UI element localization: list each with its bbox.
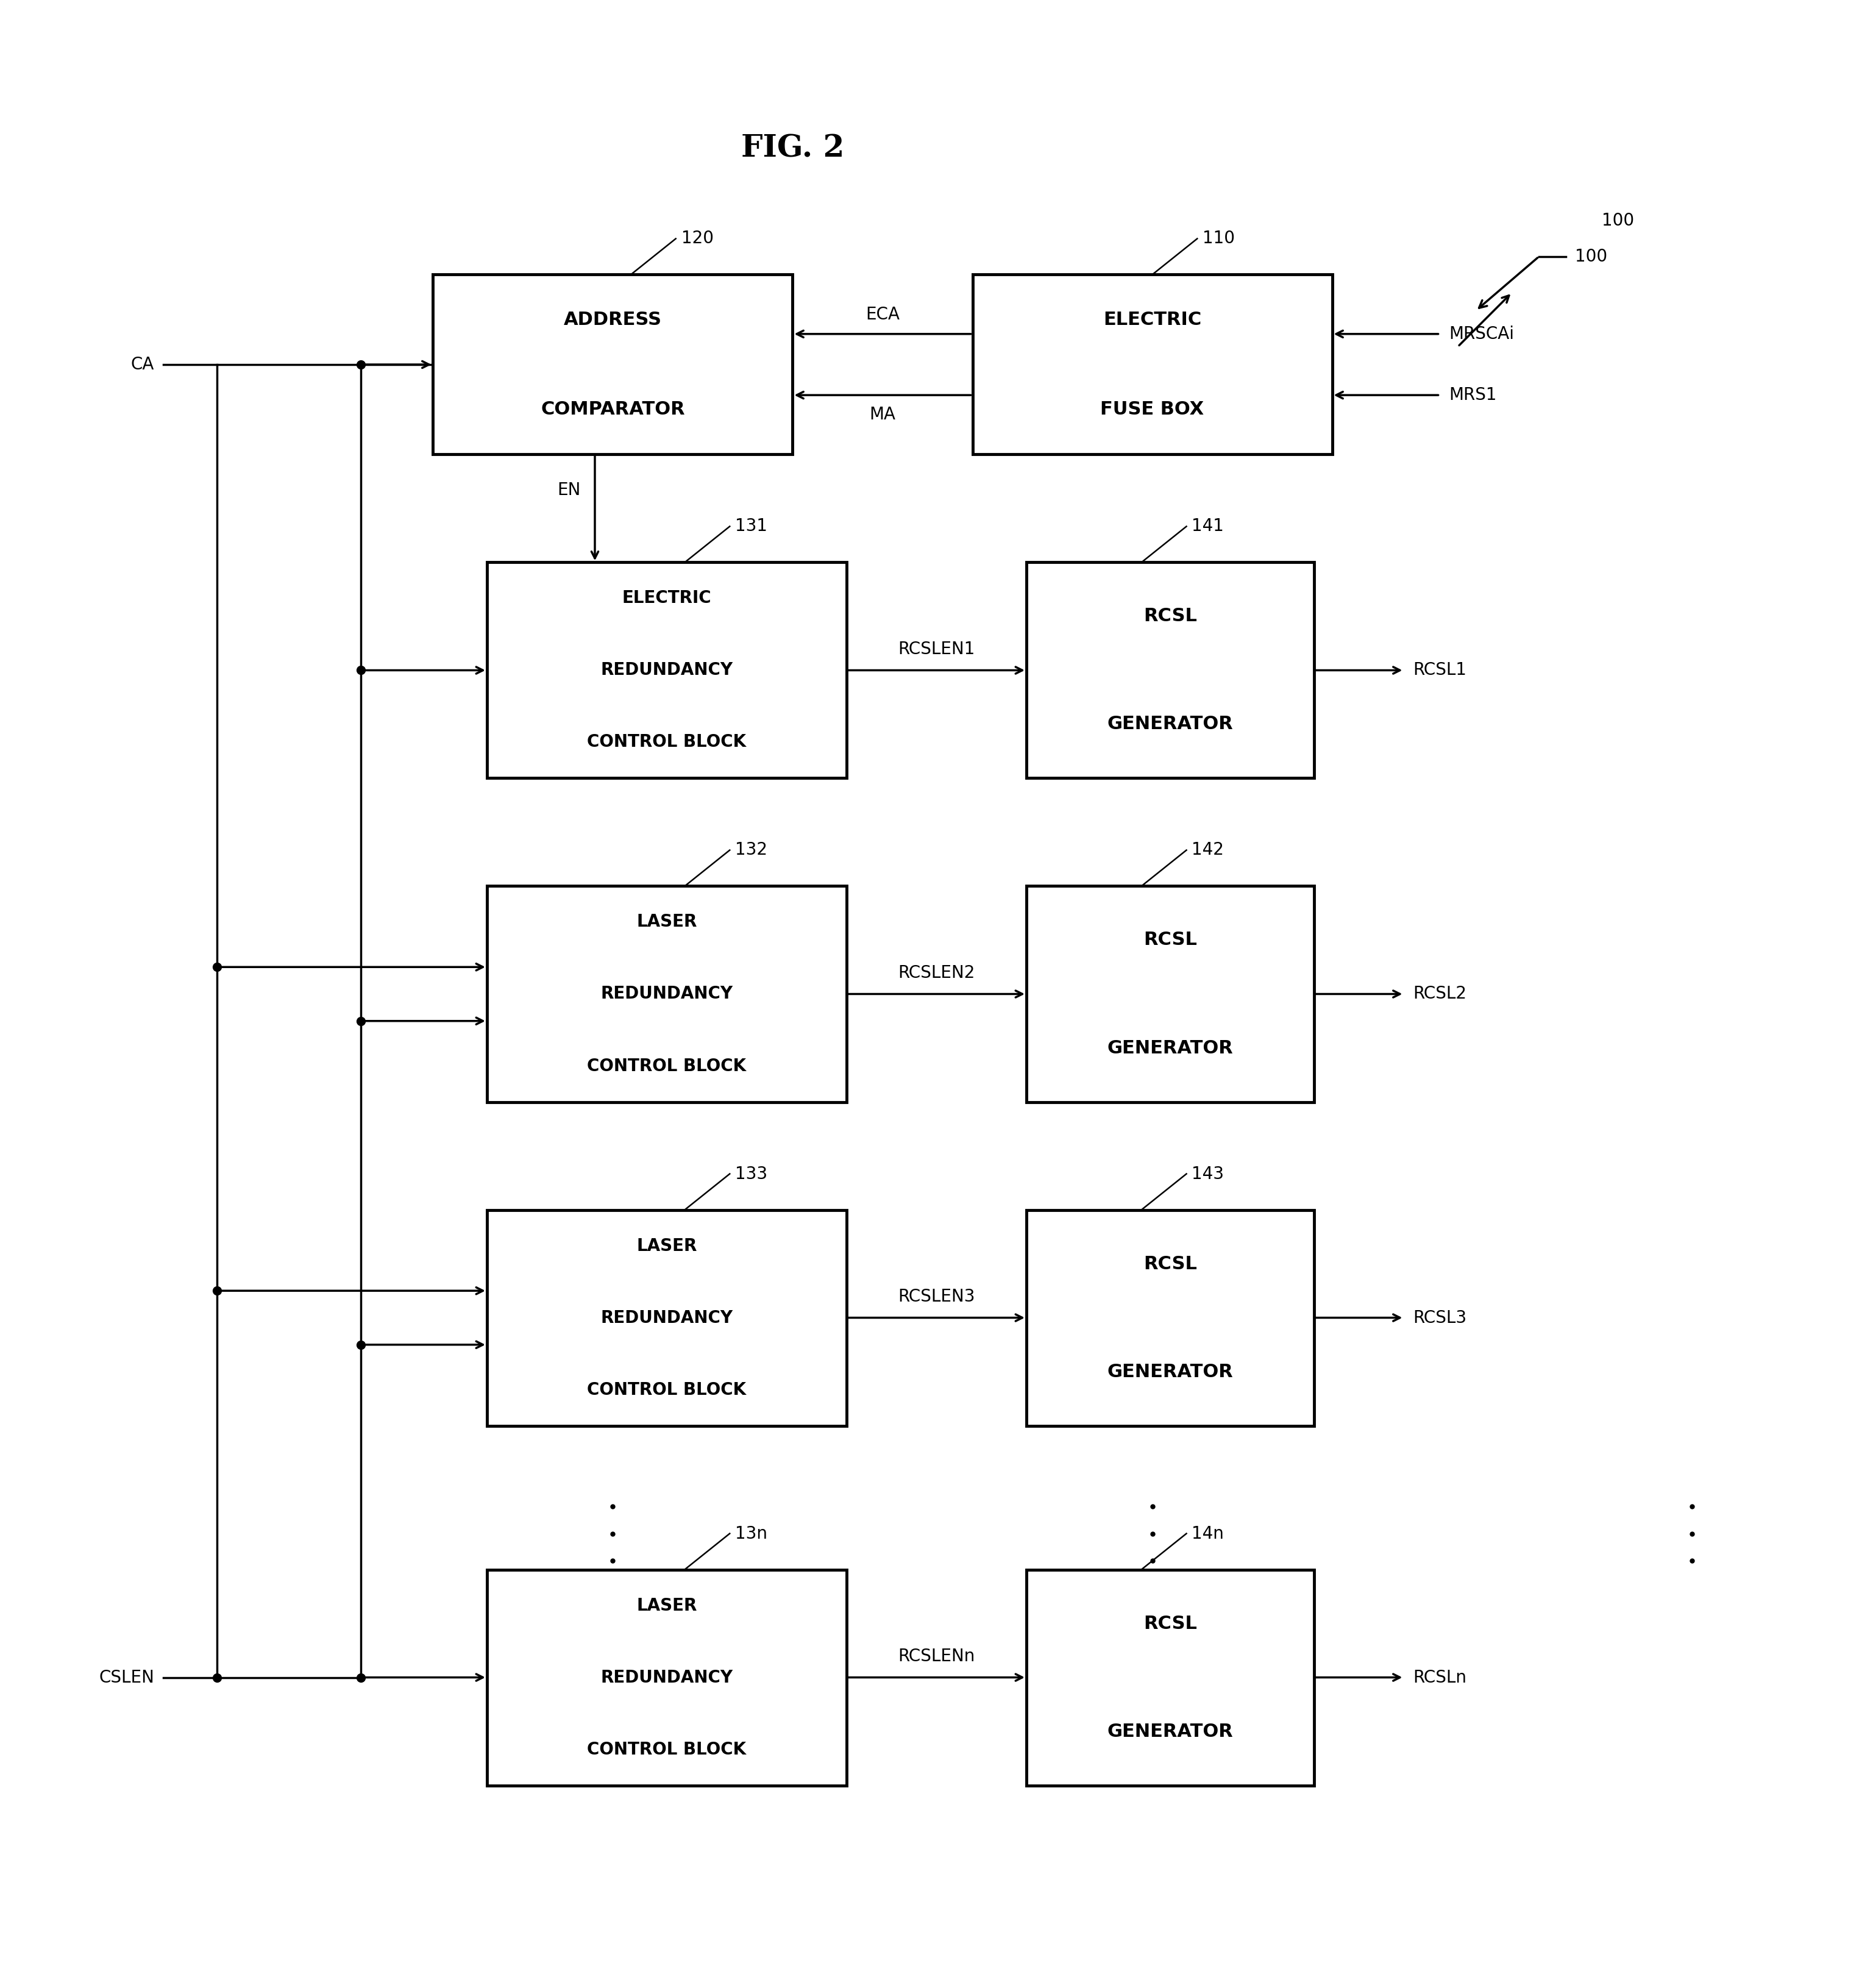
Text: CONTROL BLOCK: CONTROL BLOCK [588,1382,745,1398]
Text: RCSLEN1: RCSLEN1 [897,640,976,658]
Text: CONTROL BLOCK: CONTROL BLOCK [588,734,745,751]
Text: 132: 132 [734,841,768,859]
Text: 143: 143 [1191,1165,1225,1183]
FancyBboxPatch shape [487,1211,847,1425]
Text: MA: MA [869,406,895,423]
Text: LASER: LASER [637,1237,697,1254]
Text: 13n: 13n [734,1525,768,1543]
Text: GENERATOR: GENERATOR [1107,716,1232,734]
Text: 133: 133 [734,1165,768,1183]
Text: RCSL: RCSL [1144,1614,1197,1632]
Text: ELECTRIC: ELECTRIC [622,590,712,606]
Text: ADDRESS: ADDRESS [564,310,661,328]
Text: REDUNDANCY: REDUNDANCY [601,662,732,678]
Text: RCSL: RCSL [1144,930,1197,948]
Text: GENERATOR: GENERATOR [1107,1364,1232,1380]
FancyBboxPatch shape [487,563,847,777]
FancyBboxPatch shape [1026,1569,1315,1785]
Text: FIG. 2: FIG. 2 [742,133,845,163]
Text: RCSLENn: RCSLENn [897,1648,976,1664]
Text: GENERATOR: GENERATOR [1107,1722,1232,1740]
Text: 142: 142 [1191,841,1225,859]
Text: ELECTRIC: ELECTRIC [1103,310,1201,328]
Text: GENERATOR: GENERATOR [1107,1040,1232,1058]
Text: REDUNDANCY: REDUNDANCY [601,986,732,1002]
Text: RCSLn: RCSLn [1412,1668,1467,1686]
Text: RCSL1: RCSL1 [1412,662,1467,678]
Text: LASER: LASER [637,914,697,930]
Text: COMPARATOR: COMPARATOR [541,402,686,417]
FancyBboxPatch shape [433,274,792,455]
FancyBboxPatch shape [1026,887,1315,1101]
Text: REDUNDANCY: REDUNDANCY [601,1668,732,1686]
Text: RCSL: RCSL [1144,1254,1197,1272]
FancyBboxPatch shape [1026,563,1315,777]
Text: RCSL: RCSL [1144,608,1197,624]
Text: REDUNDANCY: REDUNDANCY [601,1310,732,1326]
Text: 131: 131 [734,517,768,535]
Text: 141: 141 [1191,517,1225,535]
Text: LASER: LASER [637,1596,697,1614]
Text: MRSCAi: MRSCAi [1450,326,1513,342]
Text: RCSL2: RCSL2 [1412,986,1467,1002]
Text: ECA: ECA [865,306,899,324]
Text: MRS1: MRS1 [1450,386,1497,404]
Text: 100: 100 [1601,213,1633,229]
FancyBboxPatch shape [1026,1211,1315,1425]
Text: 100: 100 [1575,249,1607,264]
FancyBboxPatch shape [487,1569,847,1785]
Text: CONTROL BLOCK: CONTROL BLOCK [588,1741,745,1757]
Text: RCSLEN3: RCSLEN3 [897,1288,976,1306]
Text: EN: EN [556,481,581,499]
Text: CONTROL BLOCK: CONTROL BLOCK [588,1058,745,1074]
FancyBboxPatch shape [487,887,847,1101]
Text: 14n: 14n [1191,1525,1225,1543]
Text: 110: 110 [1202,231,1234,247]
Text: CA: CA [131,356,154,374]
Text: 120: 120 [682,231,714,247]
FancyBboxPatch shape [972,274,1332,455]
Text: FUSE BOX: FUSE BOX [1101,402,1204,417]
Text: RCSL3: RCSL3 [1412,1310,1467,1326]
Text: RCSLEN2: RCSLEN2 [897,964,976,982]
Text: CSLEN: CSLEN [99,1668,154,1686]
